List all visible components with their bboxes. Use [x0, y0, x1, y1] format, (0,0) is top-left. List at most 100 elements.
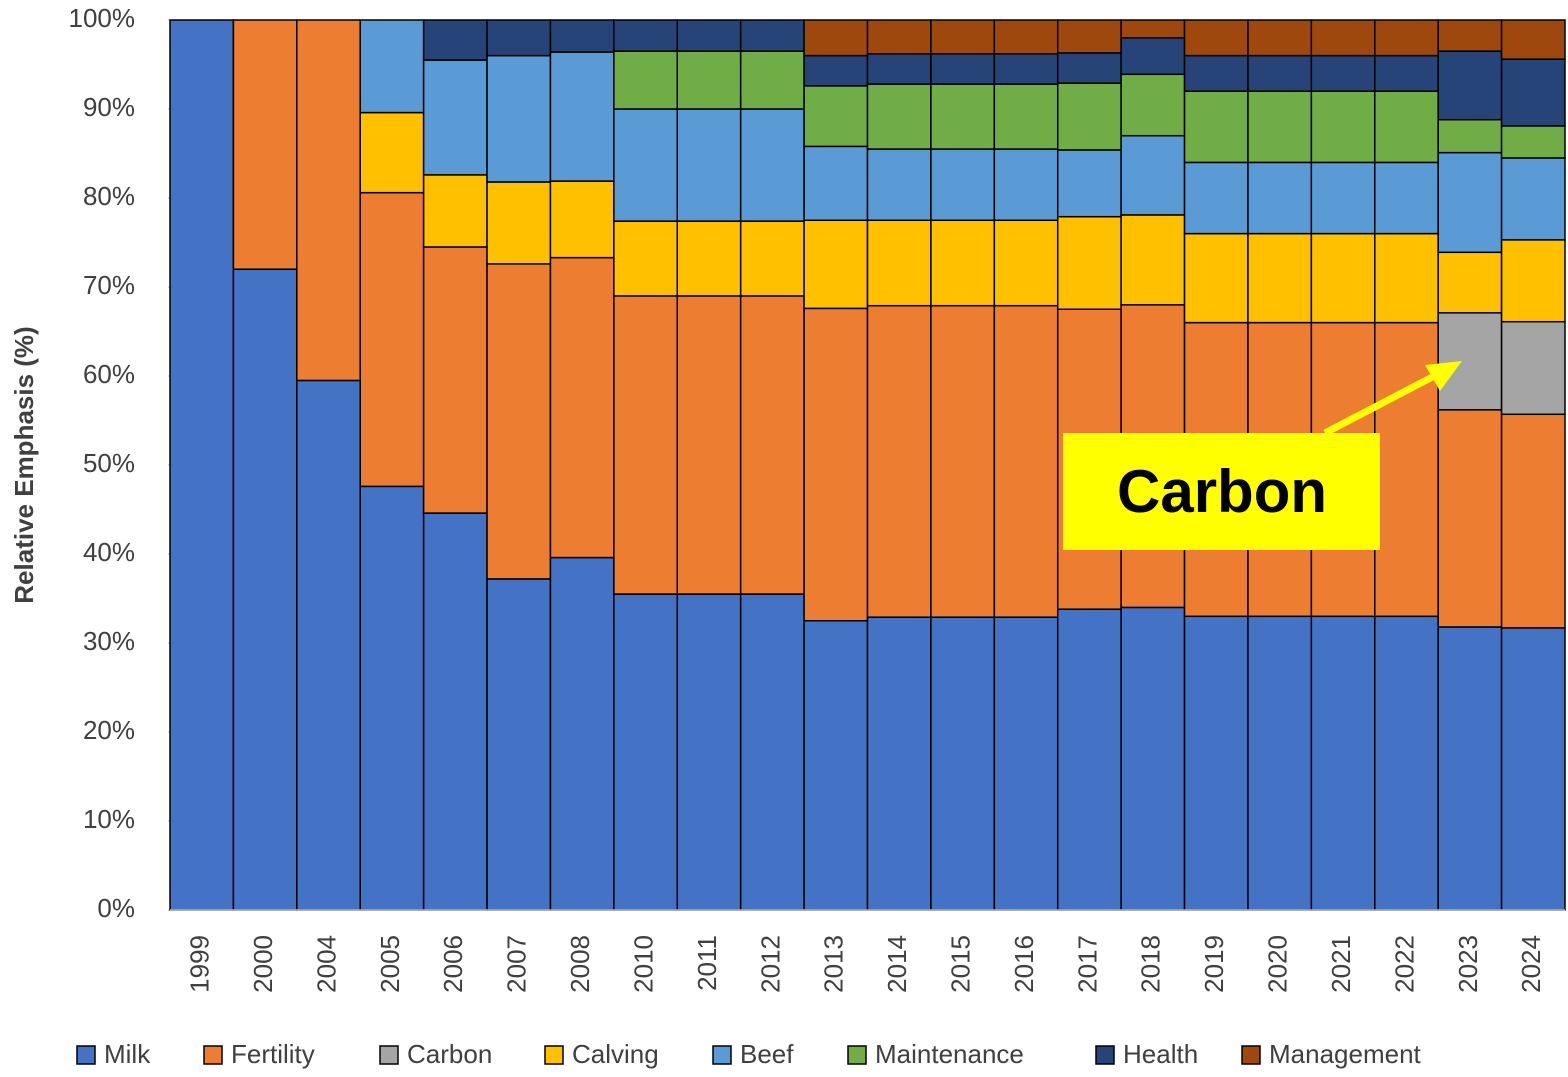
x-tick-label: 2010 [628, 935, 658, 993]
y-tick-label: 60% [83, 359, 135, 389]
bar-segment [1120, 37, 1186, 76]
bar-segment [803, 85, 869, 148]
x-tick-label: 2021 [1326, 935, 1356, 993]
x-tick-label: 2012 [755, 935, 785, 993]
bar-segment [1374, 54, 1439, 92]
bar-segment [1056, 149, 1122, 218]
bar-segment [549, 256, 615, 559]
bar-segment [296, 379, 361, 911]
bar-segment [1183, 90, 1249, 164]
bar-segment [930, 219, 996, 307]
bar-segment [739, 593, 805, 911]
bar-segment [1437, 251, 1503, 314]
bar-segment [993, 53, 1059, 85]
bar-segment [613, 50, 679, 110]
bar-segment [549, 51, 615, 182]
legend-label: Management [1269, 1039, 1422, 1069]
bar-segment [422, 512, 488, 911]
bar-segment [1500, 627, 1566, 911]
bar-segment [1183, 615, 1249, 911]
bar-segment [676, 220, 742, 297]
bar-segment [1374, 232, 1439, 324]
legend-swatch [379, 1045, 399, 1065]
legend-label: Maintenance [875, 1039, 1024, 1069]
bar-segment [866, 83, 932, 150]
legend-swatch [847, 1045, 867, 1065]
bar-segment [613, 220, 679, 297]
bar-segment [486, 263, 552, 580]
annotation-box [1063, 433, 1380, 550]
bar-segment [613, 593, 679, 911]
bar-segment [1500, 125, 1566, 159]
bar-segment [676, 19, 742, 52]
y-tick-label: 0% [97, 893, 135, 923]
bar-segment [930, 616, 996, 911]
y-tick-label: 100% [69, 3, 136, 33]
bar-segment [1183, 19, 1249, 57]
x-tick-label: 2000 [248, 935, 278, 993]
y-tick-label: 70% [83, 270, 135, 300]
bar-segment [1437, 312, 1503, 411]
bar-segment [803, 620, 869, 911]
bar-segment [1437, 151, 1503, 254]
bar-segment [1310, 232, 1376, 324]
bar-segment [1500, 413, 1566, 629]
bar-segment [1310, 90, 1376, 164]
bar-segment [486, 578, 552, 911]
bar-segment [1056, 215, 1122, 310]
bar-segment [866, 304, 932, 618]
x-tick-label: 2024 [1516, 935, 1546, 993]
bar-segment [930, 148, 996, 221]
bar-segment [1437, 118, 1503, 154]
bar-segment [739, 108, 805, 222]
bar-segment [739, 50, 805, 110]
bar-segment [1374, 90, 1439, 164]
bar-segment [1247, 90, 1313, 164]
bar-segment [422, 246, 488, 514]
bar-segment [486, 19, 552, 57]
bar-segment [866, 19, 932, 55]
bar-segment [993, 616, 1059, 911]
annotation-arrowhead [1425, 361, 1462, 391]
y-tick-label: 90% [83, 92, 135, 122]
bar-segment [1247, 19, 1313, 57]
bar-segment [803, 19, 869, 57]
bar-segment [803, 54, 869, 87]
bar-segment [993, 219, 1059, 307]
bar-segment [613, 295, 679, 595]
bar-segment [359, 485, 425, 911]
bar-segment [993, 304, 1059, 618]
bar-segment [993, 83, 1059, 150]
bar-segment [1056, 52, 1122, 84]
bar-segment [1120, 134, 1186, 216]
bar-segment [1437, 50, 1503, 121]
x-tick-label: 2017 [1072, 935, 1102, 993]
x-tick-label: 2014 [882, 935, 912, 993]
legend-label: Calving [572, 1039, 659, 1069]
bar-segment [676, 50, 742, 110]
bar-segment [1374, 161, 1439, 235]
bar-segment [866, 219, 932, 307]
bar-segment [993, 148, 1059, 221]
legend-swatch [1241, 1045, 1261, 1065]
bar-segment [739, 19, 805, 52]
legend-swatch [203, 1045, 223, 1065]
bar-segment [1437, 626, 1503, 911]
x-tick-label: 2015 [945, 935, 975, 993]
bar-segment [549, 556, 615, 911]
bar-segment [1183, 161, 1249, 235]
bar-segment [1120, 214, 1186, 306]
bar-segment [1310, 54, 1376, 92]
bar-segment [1120, 19, 1186, 39]
bar-segment [1056, 82, 1122, 151]
annotation-text: Carbon [1117, 458, 1327, 525]
legend-swatch [1095, 1045, 1115, 1065]
bar-segment [549, 19, 615, 53]
x-tick-label: 2020 [1263, 935, 1293, 993]
legend-label: Fertility [231, 1039, 315, 1069]
bar-segment [930, 304, 996, 618]
bar-segment [739, 295, 805, 595]
bar-segment [930, 53, 996, 85]
legend-label: Beef [740, 1039, 794, 1069]
